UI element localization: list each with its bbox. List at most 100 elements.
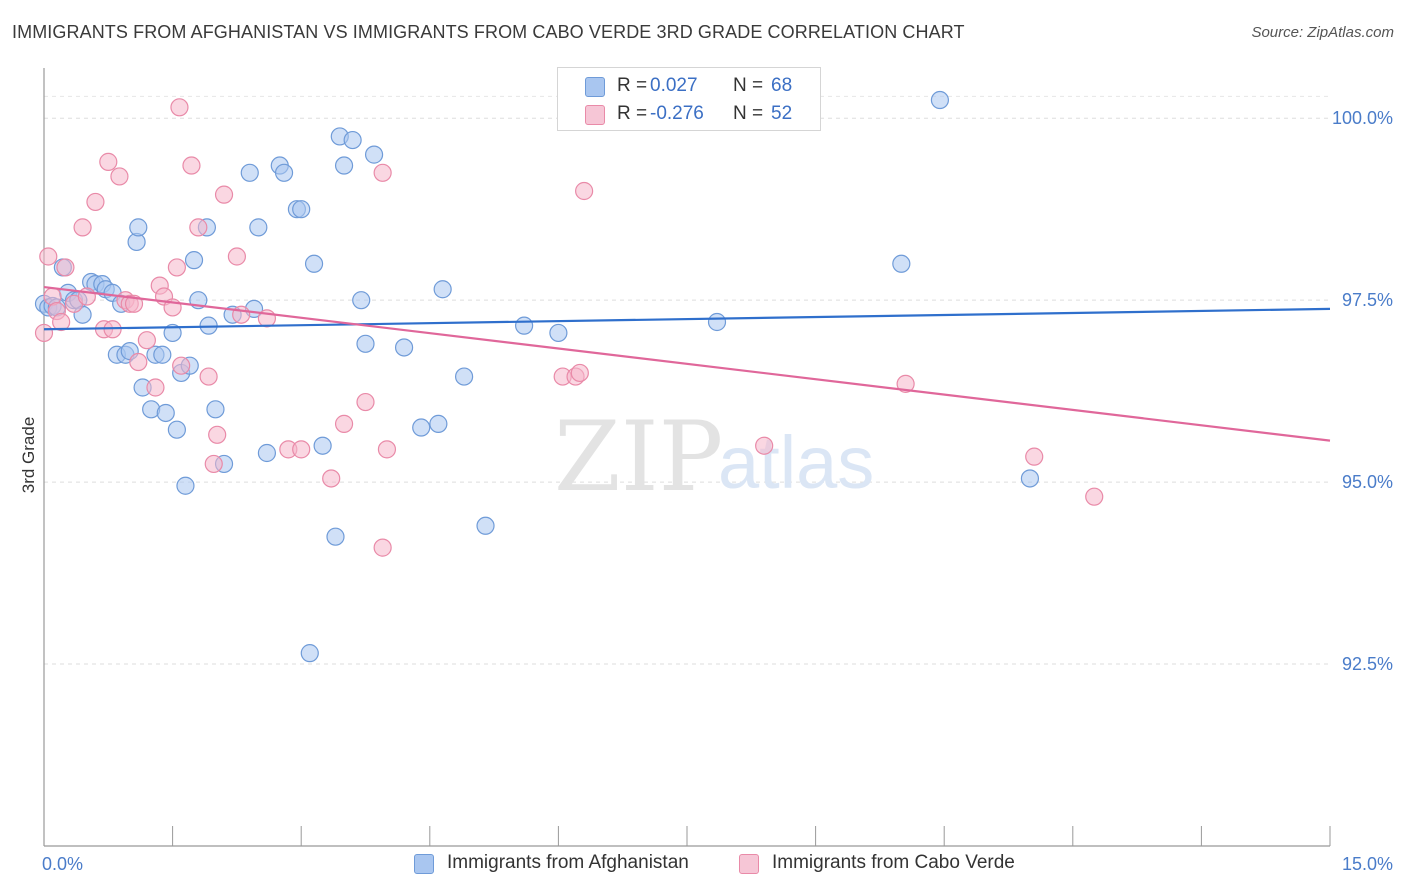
watermark-atlas: atlas — [718, 421, 874, 504]
cabo-verde-point — [1085, 487, 1104, 506]
cabo-verde-point — [356, 392, 375, 412]
cabo-verde-point — [170, 98, 189, 117]
bottom-legend-label: Immigrants from Afghanistan — [447, 852, 689, 873]
afghanistan-point — [364, 145, 384, 164]
y-tick-label: 95.0% — [1342, 472, 1393, 492]
cabo-verde-point — [167, 258, 186, 277]
cabo-verde-point — [334, 414, 354, 433]
afghanistan-point — [412, 418, 431, 437]
bottom-legend-swatch-blue — [414, 854, 434, 874]
cabo-verde-point — [39, 247, 58, 266]
afghanistan-point — [206, 400, 225, 419]
x-tick-label: 0.0% — [42, 854, 83, 874]
cabo-verde-point — [172, 356, 191, 375]
chart-title: IMMIGRANTS FROM AFGHANISTAN VS IMMIGRANT… — [12, 22, 965, 42]
afghanistan-point — [313, 436, 332, 455]
afghanistan-trend-line — [43, 307, 1331, 331]
legend-r-label: R = — [617, 103, 648, 124]
legend-row-afghanistan: R = 0.027 N = 68 — [558, 72, 820, 100]
legend-r-value: -0.276 — [650, 103, 704, 124]
afghanistan-point — [326, 527, 345, 546]
legend-r-label: R = — [617, 75, 648, 96]
cabo-verde-point — [189, 218, 208, 237]
y-tick-label: 100.0% — [1332, 108, 1393, 128]
cabo-verde-trend-line — [43, 285, 1331, 442]
afghanistan-point — [334, 156, 354, 175]
cabo-verde-point — [99, 152, 118, 171]
afghanistan-point — [292, 200, 311, 219]
afghanistan-point — [304, 254, 324, 273]
afghanistan-point — [930, 90, 950, 110]
afghanistan-point — [892, 254, 911, 273]
cabo-verde-point — [56, 258, 75, 277]
legend-n-label: N = — [733, 75, 764, 96]
y-axis-label: 3rd Grade — [19, 417, 38, 494]
cabo-verde-point — [232, 305, 251, 324]
y-tick-label: 97.5% — [1342, 290, 1393, 310]
trend-lines — [43, 285, 1331, 442]
afghanistan-point — [153, 345, 172, 364]
cabo-verde-point — [1025, 447, 1044, 466]
afghanistan-point — [257, 443, 277, 463]
cabo-verde-point — [52, 312, 71, 332]
legend-row-cabo-verde: R = -0.276 N = 52 — [558, 100, 820, 128]
cabo-verde-point — [124, 294, 144, 313]
x-tick-label: 15.0% — [1342, 854, 1393, 874]
cabo-verde-point — [182, 156, 201, 175]
afghanistan-point — [184, 251, 204, 270]
bottom-legend-label: Immigrants from Cabo Verde — [772, 852, 1015, 873]
x-axis-ticks — [172, 826, 1331, 846]
cabo-verde-point — [755, 436, 774, 455]
cabo-verde-point — [214, 185, 234, 204]
cabo-verde-point — [322, 469, 341, 488]
cabo-verde-point — [570, 363, 589, 383]
cabo-verde-point — [73, 218, 92, 237]
gridlines — [44, 95, 1330, 665]
y-tick-labels: 100.0% 97.5% 95.0% 92.5% — [1332, 108, 1393, 674]
afghanistan-point — [249, 218, 268, 237]
bottom-legend-swatch-pink — [739, 854, 759, 874]
cabo-verde-point — [129, 352, 148, 372]
afghanistan-point — [343, 130, 362, 150]
afghanistan-point — [433, 280, 452, 299]
legend-n-value: 68 — [771, 75, 793, 96]
cabo-verde-point — [137, 331, 156, 350]
afghanistan-point — [240, 163, 259, 182]
afghanistan-point — [515, 316, 534, 335]
cabo-verde-point — [373, 538, 392, 557]
afghanistan-point — [156, 403, 175, 423]
cabo-verde-point — [199, 367, 218, 386]
legend: R = 0.027 N = 68 R = -0.276 N = 52 — [557, 67, 821, 131]
cabo-verde-point — [86, 192, 105, 212]
afghanistan-point — [454, 367, 474, 386]
cabo-verde-point — [146, 378, 165, 397]
afghanistan-point — [163, 323, 182, 343]
cabo-verde-point — [575, 181, 594, 201]
afghanistan-point — [549, 323, 568, 343]
cabo-verde-point — [204, 454, 223, 474]
afghanistan-point — [429, 414, 448, 433]
afghanistan-point — [394, 338, 414, 357]
afghanistan-point — [274, 163, 294, 182]
cabo-verde-point — [208, 425, 227, 444]
afghanistan-point — [167, 420, 186, 439]
afghanistan-point — [129, 218, 148, 237]
afghanistan-point — [476, 516, 495, 535]
y-tick-label: 92.5% — [1342, 654, 1393, 674]
cabo-verde-point — [227, 247, 246, 266]
legend-swatch-blue — [585, 77, 605, 97]
watermark-zip: ZIP — [554, 401, 723, 513]
afghanistan-point — [300, 644, 319, 663]
afghanistan-point — [352, 291, 371, 310]
afghanistan-point — [1020, 469, 1040, 488]
cabo-verde-point — [110, 167, 129, 186]
cabo-verde-point — [292, 440, 311, 459]
cabo-verde-point — [373, 163, 392, 182]
afghanistan-point — [707, 312, 727, 332]
series-afghanistan-points — [34, 87, 1040, 663]
afghanistan-point — [356, 334, 375, 353]
legend-n-label: N = — [733, 103, 764, 124]
source-label: Source: ZipAtlas.com — [1251, 24, 1394, 41]
x-tick-labels: 0.0% 15.0% — [42, 854, 1393, 874]
